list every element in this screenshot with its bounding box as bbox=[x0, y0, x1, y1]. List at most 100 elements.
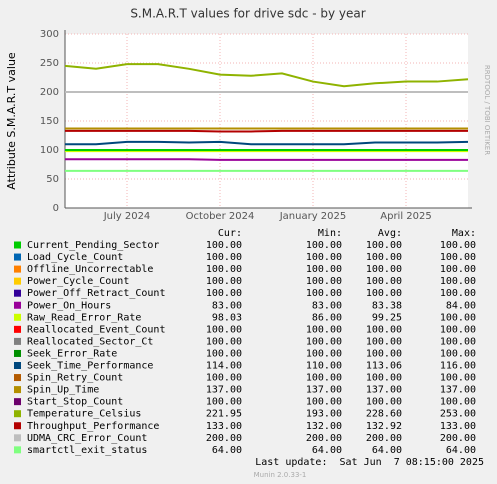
legend-value: 200.00 bbox=[306, 433, 342, 444]
legend-value: 137.00 bbox=[366, 385, 402, 396]
legend-value: 100.00 bbox=[366, 252, 402, 263]
legend-value: 132.00 bbox=[306, 421, 342, 432]
y-tick-label: 0 bbox=[53, 203, 59, 214]
series-line bbox=[65, 129, 468, 133]
legend-value: 100.00 bbox=[440, 264, 476, 275]
legend-value: 137.00 bbox=[440, 385, 476, 396]
legend-value: 114.00 bbox=[206, 361, 242, 372]
legend-value: 137.00 bbox=[206, 385, 242, 396]
legend-label: Power_Cycle_Count bbox=[27, 276, 129, 287]
series-line bbox=[64, 63, 469, 88]
legend-value: 100.00 bbox=[366, 397, 402, 408]
legend-value: 100.00 bbox=[206, 276, 242, 287]
legend-value: 100.00 bbox=[306, 397, 342, 408]
legend-value: 100.00 bbox=[306, 264, 342, 275]
legend-value: 64.00 bbox=[446, 445, 476, 456]
legend-value: 193.00 bbox=[306, 409, 342, 420]
legend-value: 100.00 bbox=[366, 348, 402, 359]
chart-title: S.M.A.R.T values for drive sdc - by year bbox=[130, 7, 365, 21]
legend-label: Current_Pending_Sector bbox=[27, 240, 159, 251]
legend-value: 100.00 bbox=[206, 324, 242, 335]
side-label: RRDTOOL / TOBI OETIKER bbox=[483, 65, 491, 155]
legend-value: 116.00 bbox=[440, 361, 476, 372]
legend-value: 100.00 bbox=[440, 312, 476, 323]
legend-value: 100.00 bbox=[440, 336, 476, 347]
legend-value: 100.00 bbox=[366, 324, 402, 335]
legend-label: Raw_Read_Error_Rate bbox=[27, 312, 141, 323]
legend-value: 110.00 bbox=[306, 361, 342, 372]
legend-value: 100.00 bbox=[306, 348, 342, 359]
legend-value: 221.95 bbox=[206, 409, 242, 420]
legend-swatch bbox=[14, 362, 21, 369]
legend-value: 113.06 bbox=[366, 361, 402, 372]
legend-value: 100.00 bbox=[440, 373, 476, 384]
legend-value: 100.00 bbox=[206, 264, 242, 275]
legend-label: Load_Cycle_Count bbox=[27, 252, 123, 263]
legend-value: 100.00 bbox=[366, 336, 402, 347]
legend-value: 200.00 bbox=[366, 433, 402, 444]
legend-value: 132.92 bbox=[366, 421, 402, 432]
legend-swatch bbox=[14, 241, 21, 249]
legend-label: Seek_Time_Performance bbox=[27, 361, 153, 372]
legend-value: 100.00 bbox=[440, 348, 476, 359]
legend-label: Power_On_Hours bbox=[27, 300, 111, 311]
legend-swatch bbox=[14, 253, 21, 261]
legend-swatch bbox=[14, 277, 21, 285]
legend-value: 100.00 bbox=[366, 373, 402, 384]
legend-value: 100.00 bbox=[366, 276, 402, 287]
legend-swatch bbox=[14, 349, 21, 357]
legend-swatch bbox=[14, 434, 21, 442]
legend-value: 100.00 bbox=[206, 348, 242, 359]
legend-label: Reallocated_Event_Count bbox=[27, 324, 165, 335]
legend-label: Power_Off_Retract_Count bbox=[27, 288, 165, 299]
legend-label: Spin_Retry_Count bbox=[27, 373, 123, 384]
legend-column-header: Max: bbox=[452, 228, 476, 239]
legend-swatch bbox=[14, 313, 21, 321]
legend-value: 100.00 bbox=[440, 252, 476, 263]
legend-swatch bbox=[14, 398, 21, 406]
legend-value: 100.00 bbox=[440, 276, 476, 287]
legend-value: 100.00 bbox=[440, 288, 476, 299]
legend-label: Temperature_Celsius bbox=[27, 409, 141, 420]
series-line bbox=[65, 140, 469, 146]
legend-column-header: Avg: bbox=[378, 228, 402, 239]
legend-value: 100.00 bbox=[206, 336, 242, 347]
legend-value: 100.00 bbox=[206, 288, 242, 299]
x-tick-label: January 2025 bbox=[279, 211, 347, 222]
legend-value: 100.00 bbox=[440, 324, 476, 335]
legend-swatch bbox=[14, 265, 21, 273]
legend-value: 83.38 bbox=[372, 300, 402, 311]
legend-value: 100.00 bbox=[206, 240, 242, 251]
legend-value: 83.00 bbox=[312, 300, 342, 311]
last-update: Last update: Sat Jun 7 08:15:00 2025 bbox=[255, 457, 484, 468]
legend-swatch bbox=[14, 301, 21, 309]
legend-swatch bbox=[14, 446, 21, 454]
legend-value: 100.00 bbox=[306, 324, 342, 335]
legend-value: 100.00 bbox=[206, 252, 242, 263]
legend-value: 83.00 bbox=[212, 300, 242, 311]
legend-value: 64.00 bbox=[212, 445, 242, 456]
legend-swatch bbox=[14, 386, 21, 394]
legend-value: 200.00 bbox=[206, 433, 242, 444]
legend-label: Start_Stop_Count bbox=[27, 397, 123, 408]
x-tick-label: April 2025 bbox=[380, 211, 431, 222]
legend-value: 253.00 bbox=[440, 409, 476, 420]
legend-swatch bbox=[14, 337, 21, 345]
legend-value: 64.00 bbox=[372, 445, 402, 456]
legend-value: 137.00 bbox=[306, 385, 342, 396]
footer: Munin 2.0.33-1 bbox=[254, 471, 307, 479]
y-tick-label: 200 bbox=[40, 87, 59, 98]
legend-label: smartctl_exit_status bbox=[27, 445, 147, 456]
legend-value: 100.00 bbox=[306, 252, 342, 263]
y-tick-label: 50 bbox=[46, 174, 59, 185]
legend-label: UDMA_CRC_Error_Count bbox=[27, 433, 147, 444]
y-tick-label: 300 bbox=[40, 29, 59, 40]
legend-value: 64.00 bbox=[312, 445, 342, 456]
legend-value: 100.00 bbox=[206, 397, 242, 408]
legend-value: 100.00 bbox=[306, 288, 342, 299]
legend-value: 133.00 bbox=[440, 421, 476, 432]
legend-value: 100.00 bbox=[306, 276, 342, 287]
y-tick-label: 250 bbox=[40, 58, 59, 69]
legend-label: Seek_Error_Rate bbox=[27, 348, 117, 359]
